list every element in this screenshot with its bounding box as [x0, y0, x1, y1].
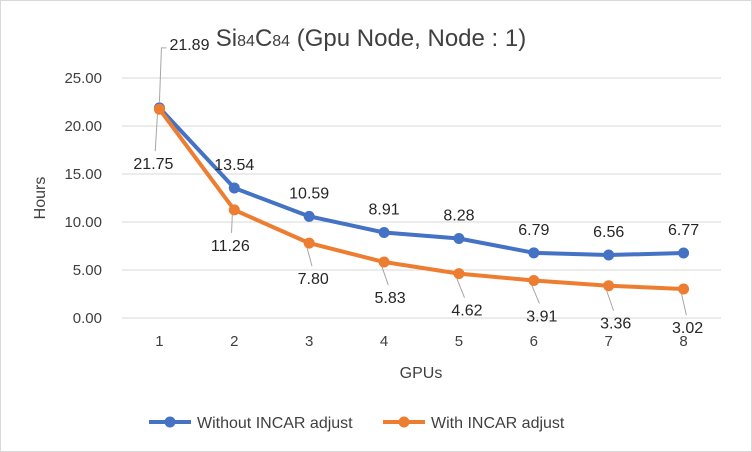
data-label: 21.75	[133, 156, 173, 173]
leader-line	[531, 285, 540, 304]
data-label: 8.91	[368, 201, 399, 218]
x-tick-label: 1	[155, 333, 163, 350]
x-tick-label: 2	[230, 333, 238, 350]
data-point	[228, 182, 240, 194]
data-label: 6.56	[593, 224, 624, 241]
x-tick-label: 4	[380, 333, 388, 350]
leader-line	[681, 293, 687, 316]
chart-title: Si84C84 (Gpu Node, Node : 1)	[216, 25, 526, 52]
y-tick-label: 5.00	[73, 262, 102, 279]
data-label: 11.26	[211, 238, 250, 255]
y-tick-label: 25.00	[64, 70, 102, 87]
leader-line	[231, 214, 233, 233]
data-label: 4.62	[451, 303, 482, 320]
data-label: 3.02	[672, 320, 703, 337]
data-label: 21.89	[169, 37, 209, 54]
data-point	[603, 280, 615, 292]
x-tick-label: 7	[605, 333, 613, 350]
leader-line	[381, 266, 389, 286]
data-label: 7.80	[298, 271, 329, 288]
x-tick-label: 8	[679, 333, 687, 350]
data-label: 5.83	[374, 290, 405, 307]
data-point	[378, 256, 390, 268]
data-point	[678, 283, 690, 295]
data-label: 10.59	[289, 185, 329, 202]
data-label: 6.77	[668, 222, 699, 239]
data-point	[303, 210, 315, 222]
data-label: 3.91	[526, 308, 557, 325]
leader-line	[158, 47, 167, 102]
data-point	[228, 204, 240, 216]
data-label: 3.36	[600, 316, 631, 333]
data-point	[453, 233, 465, 245]
data-point	[303, 237, 315, 249]
leader-line	[606, 290, 615, 311]
leader-line	[306, 247, 313, 267]
series-line	[157, 105, 686, 258]
y-tick-label: 0.00	[73, 310, 102, 327]
x-tick-label: 6	[530, 333, 538, 350]
data-point	[528, 247, 540, 259]
data-point	[453, 268, 465, 280]
x-tick-label: 3	[305, 333, 313, 350]
data-label: 6.79	[518, 222, 549, 239]
legend-label: Without INCAR adjust	[197, 415, 353, 432]
data-point	[378, 226, 390, 238]
x-tick-label: 5	[455, 333, 463, 350]
data-label: 13.54	[214, 157, 254, 174]
data-point	[603, 249, 615, 261]
series-line	[157, 107, 686, 292]
data-point	[528, 274, 540, 286]
data-point	[678, 247, 690, 259]
y-tick-label: 20.00	[64, 118, 102, 135]
leader-line	[456, 278, 466, 298]
x-axis-title: GPUs	[400, 365, 443, 382]
y-tick-label: 10.00	[64, 214, 102, 231]
legend-swatch-marker	[398, 416, 410, 428]
legend-swatch-marker	[164, 416, 176, 428]
y-tick-label: 15.00	[64, 166, 102, 183]
leader-line	[154, 114, 158, 152]
data-point	[153, 103, 165, 115]
y-axis-title: Hours	[32, 177, 49, 220]
legend-label: With INCAR adjust	[431, 415, 565, 432]
data-label: 8.28	[443, 208, 474, 225]
